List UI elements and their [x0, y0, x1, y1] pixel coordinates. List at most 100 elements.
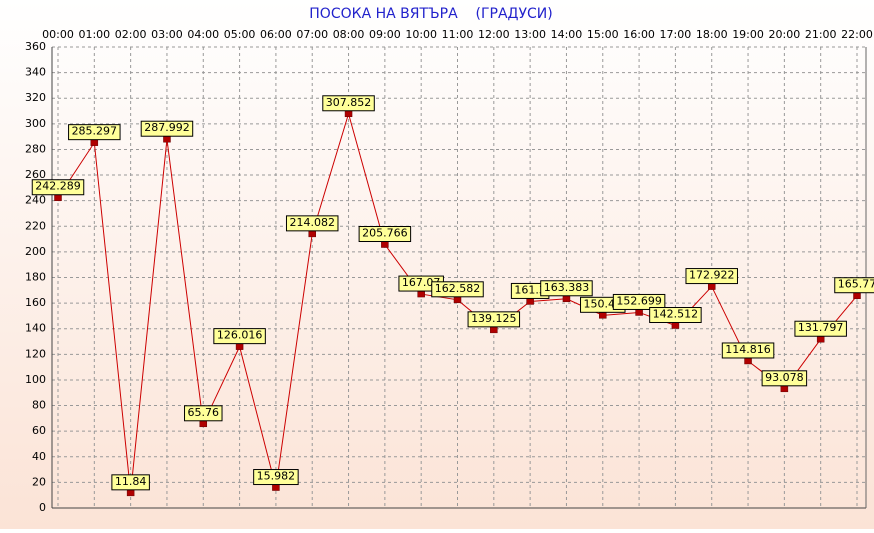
label-box — [322, 95, 375, 112]
marker — [816, 335, 825, 343]
data-label: 139.125 — [467, 311, 521, 328]
value-label: 126.016 — [217, 329, 263, 342]
y-tick-label: 200 — [25, 245, 46, 258]
label-box — [834, 277, 874, 294]
x-tick-label: 16:00 — [623, 28, 655, 41]
value-label: 142.512 — [653, 308, 699, 321]
x-tick-label: 03:00 — [151, 28, 183, 41]
x-tick-label: 11:00 — [442, 28, 474, 41]
value-label: 15.982 — [257, 470, 296, 483]
x-tick-label: 07:00 — [296, 28, 328, 41]
marker — [562, 295, 571, 303]
data-label: 162.582 — [431, 281, 484, 298]
data-label: 152.699 — [612, 293, 666, 310]
label-box — [253, 469, 299, 486]
data-label: 287.992 — [140, 120, 194, 137]
y-tick-label: 60 — [32, 424, 46, 437]
label-box — [31, 179, 85, 196]
data-label: 214.082 — [285, 215, 339, 232]
marker — [490, 326, 498, 334]
marker — [853, 292, 861, 299]
data-label: 307.852 — [322, 95, 375, 112]
data-label: 242.289 — [31, 179, 85, 196]
data-label: 161.3 — [510, 282, 550, 299]
y-tick-label: 0 — [39, 501, 46, 514]
x-tick-label: 15:00 — [587, 28, 619, 41]
data-label: 142.512 — [649, 307, 702, 324]
label-box — [285, 215, 339, 232]
data-labels: 242.289 285.297 11.84 287.992 65.76 126.016 15… — [31, 95, 874, 491]
data-label: 131.797 — [794, 320, 847, 337]
label-box — [649, 307, 702, 324]
y-tick-label: 20 — [32, 475, 46, 488]
marker — [344, 110, 353, 118]
y-tick-label: 160 — [25, 296, 46, 309]
value-label: 65.76 — [188, 406, 220, 419]
value-label: 242.289 — [35, 180, 81, 193]
y-tick-label: 100 — [25, 373, 46, 386]
marker — [780, 385, 789, 393]
data-label: 93.078 — [761, 370, 808, 387]
marker — [671, 322, 680, 329]
value-label: 161.3 — [514, 283, 546, 296]
value-label: 11.84 — [115, 475, 147, 488]
marker — [599, 312, 607, 319]
y-tick-label: 80 — [32, 399, 46, 412]
x-tick-label: 00:00 — [42, 28, 74, 41]
chart-title: ПОСОКА НА ВЯТЪРА (ГРАДУСИ) — [309, 6, 552, 22]
value-label: 287.992 — [144, 121, 190, 134]
marker — [744, 357, 752, 365]
marker — [707, 283, 716, 290]
value-label: 285.297 — [72, 125, 118, 138]
marker — [272, 484, 280, 491]
value-label: 139.125 — [471, 312, 517, 325]
x-tick-label: 02:00 — [115, 28, 147, 41]
y-tick-label: 240 — [25, 194, 46, 207]
data-label: 172.922 — [685, 268, 738, 285]
y-tick-label: 320 — [25, 91, 46, 104]
data-label: 114.816 — [721, 342, 775, 359]
x-tick-label: 04:00 — [187, 28, 219, 41]
value-label: 93.078 — [765, 371, 804, 384]
value-label: 152.699 — [616, 294, 662, 307]
y-tick-label: 300 — [25, 117, 46, 130]
value-label: 167.07 — [402, 276, 441, 289]
y-tick-label: 360 — [25, 40, 46, 53]
y-tick-label: 220 — [25, 219, 46, 232]
x-tick-label: 10:00 — [405, 28, 437, 41]
x-tick-label: 08:00 — [333, 28, 365, 41]
value-label: 163.383 — [544, 281, 590, 294]
label-box — [540, 280, 593, 297]
x-tick-label: 13:00 — [514, 28, 546, 41]
x-tick-label: 22:00 — [841, 28, 873, 41]
x-tick-label: 18:00 — [696, 28, 728, 41]
label-box — [213, 328, 266, 345]
y-tick-label: 280 — [25, 142, 46, 155]
data-label: 165.77 — [834, 277, 874, 294]
x-tick-label: 09:00 — [369, 28, 401, 41]
x-tick-label: 14:00 — [551, 28, 583, 41]
label-box — [68, 124, 121, 141]
marker — [163, 135, 171, 143]
value-label: 205.766 — [362, 227, 408, 240]
label-box — [721, 342, 775, 359]
value-label: 214.082 — [289, 216, 335, 229]
data-label: 205.766 — [358, 226, 412, 243]
y-tick-label: 180 — [25, 271, 46, 284]
value-label: 172.922 — [689, 269, 735, 282]
label-box — [111, 474, 150, 491]
value-label: 307.852 — [326, 96, 372, 109]
y-tick-label: 340 — [25, 66, 46, 79]
marker — [90, 139, 99, 146]
marker — [308, 230, 316, 238]
x-tick-label: 06:00 — [260, 28, 292, 41]
x-tick-label: 05:00 — [224, 28, 256, 41]
x-tick-label: 12:00 — [478, 28, 510, 41]
y-tick-label: 140 — [25, 322, 46, 335]
y-tick-label: 40 — [32, 450, 46, 463]
data-label: 285.297 — [68, 124, 121, 141]
x-tick-label: 01:00 — [78, 28, 110, 41]
data-label: 65.76 — [184, 405, 223, 422]
data-label: 11.84 — [111, 474, 150, 491]
